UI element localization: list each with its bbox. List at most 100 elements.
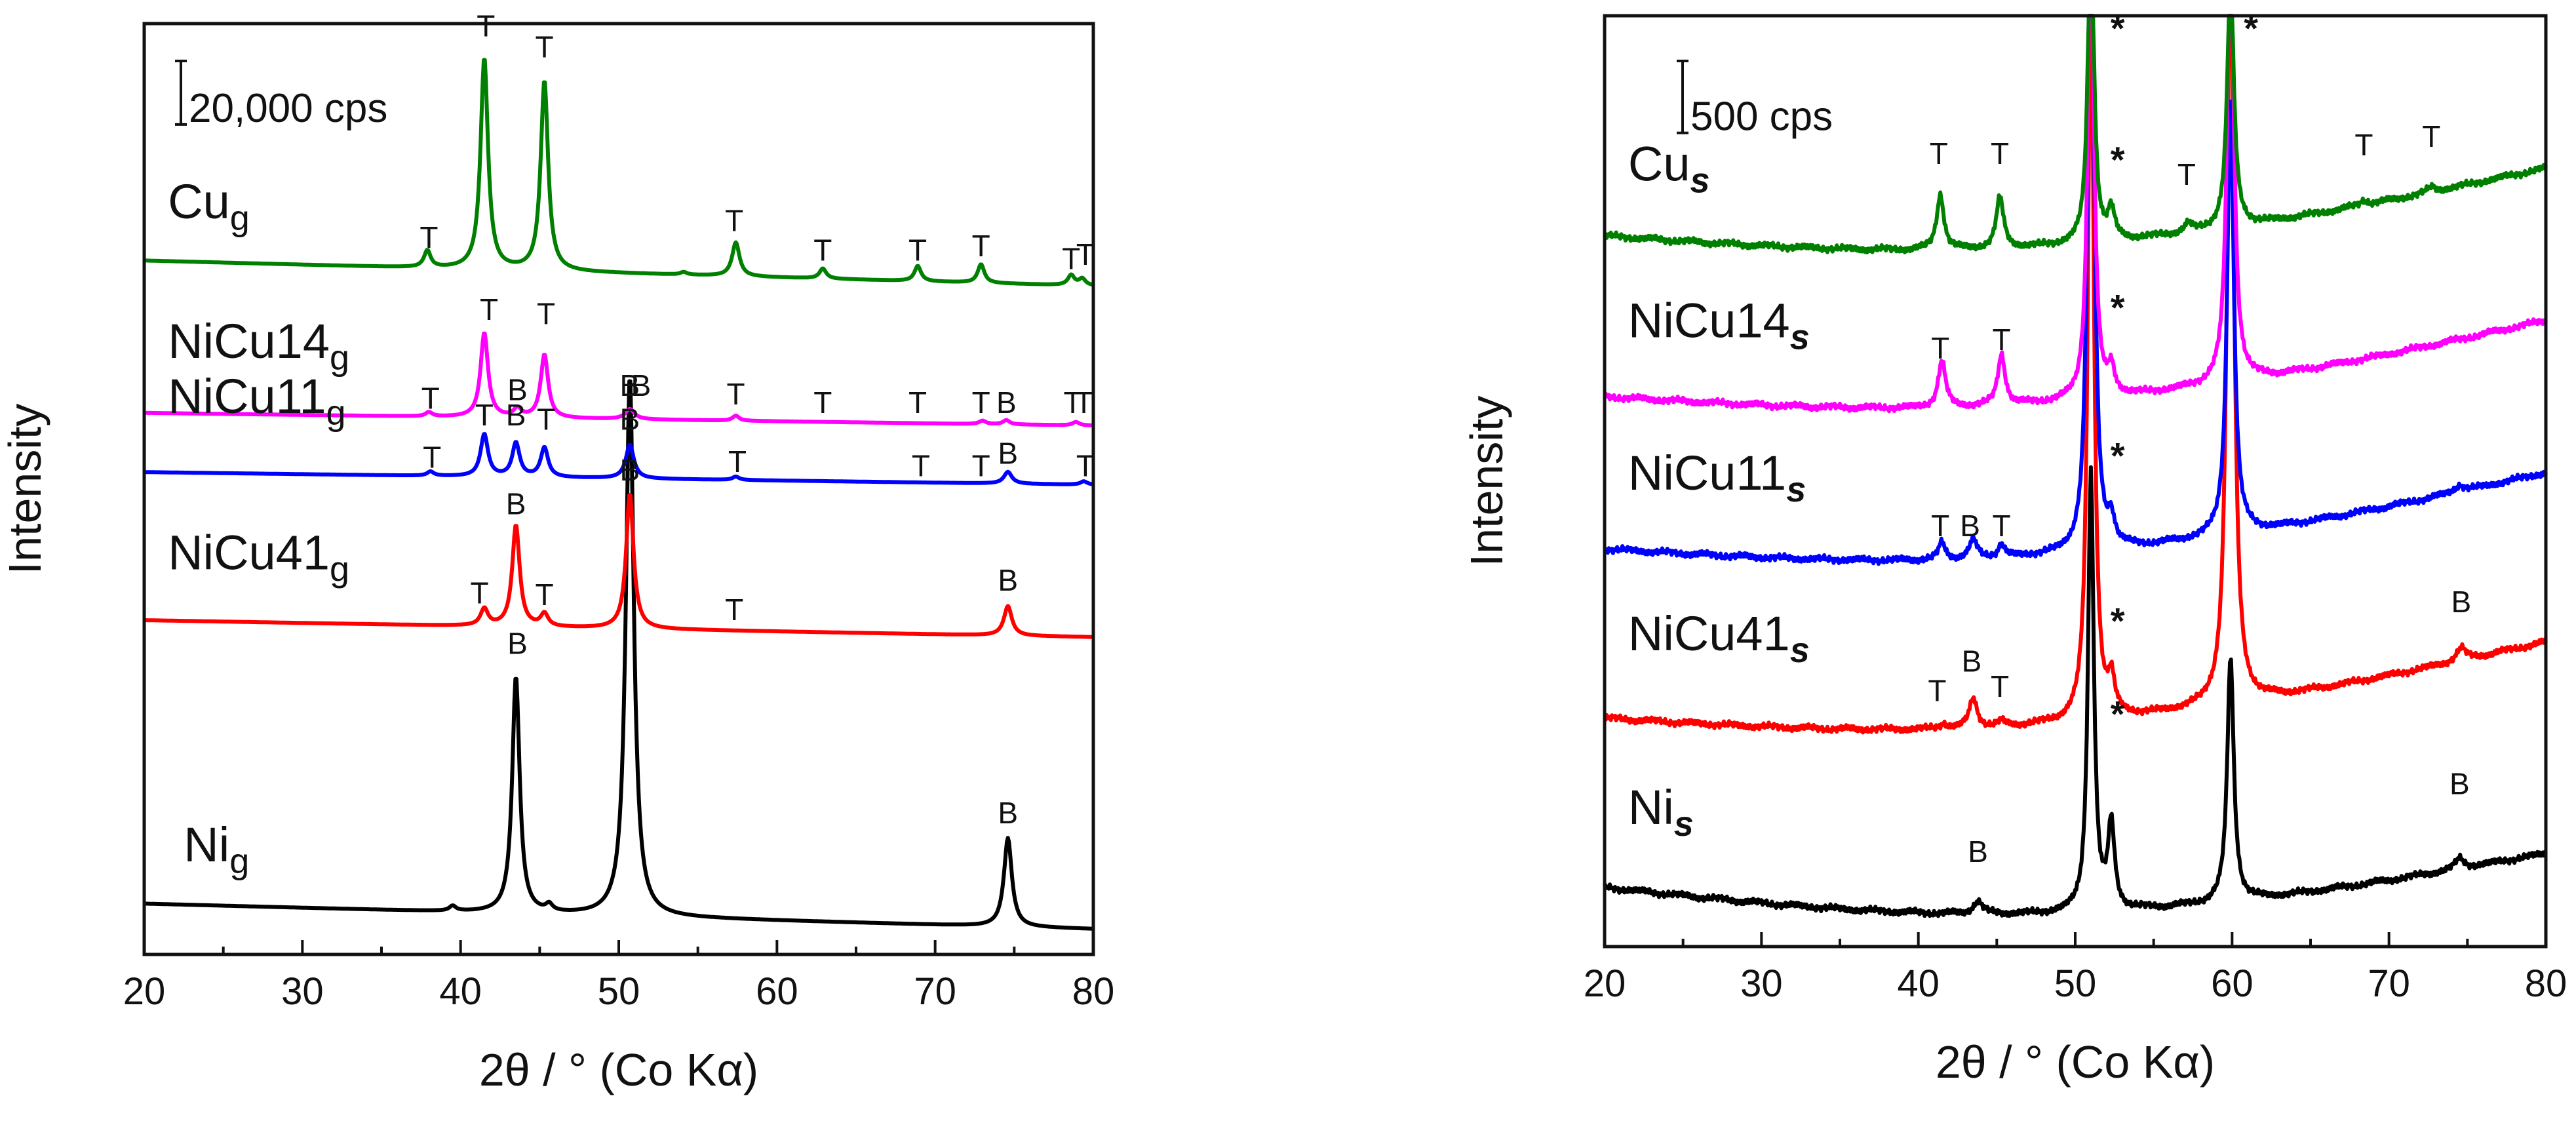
peak-label-cu-s: T <box>2177 157 2196 191</box>
peak-label-ni-s: B <box>1968 834 1988 869</box>
x-tick-label: 20 <box>1584 962 1626 1005</box>
peak-label-cu-g: T <box>536 30 554 64</box>
peak-label-nicu14-g: T <box>727 377 745 411</box>
peak-label-cu-g: T <box>1076 237 1095 271</box>
peak-label-nicu14-g: T <box>480 292 498 326</box>
sample-label-cu: Cug <box>168 174 250 238</box>
sample-label-nicu11: NiCu11s <box>1628 446 1806 509</box>
sample-label-cu: Cus <box>1628 137 1710 201</box>
peak-label-nicu11-s: T <box>1992 509 2010 543</box>
sample-label-name: NiCu14 <box>168 314 330 368</box>
peak-label-nicu41-g: B <box>506 487 526 521</box>
sample-label-ni: Nig <box>184 817 249 881</box>
sample-label-subscript: g <box>330 338 349 378</box>
peak-label-nicu41-g: T <box>471 576 489 610</box>
left-scale-bar-line <box>175 60 187 126</box>
sample-label-nicu41: NiCu41s <box>1628 606 1810 670</box>
peak-label-ni-g: B <box>507 627 528 661</box>
sample-label-subscript: s <box>1674 804 1694 844</box>
peak-label-cu-s: T <box>1930 136 1948 170</box>
peak-label-ni-g: B <box>631 368 651 402</box>
x-tick-label: 50 <box>598 970 640 1013</box>
peak-label-ni-s: * <box>2111 693 2125 734</box>
peak-label-nicu11-g: T <box>972 449 990 483</box>
peak-label-nicu14-g: T <box>1064 385 1082 420</box>
series-line-cu-s <box>1603 14 2548 255</box>
sample-label-nicu14: NiCu14g <box>168 314 349 378</box>
peak-label-cu-g: T <box>477 9 495 43</box>
peak-label-nicu14-g: T <box>537 296 555 330</box>
left-scale-bar-label: 20,000 cps <box>189 86 387 131</box>
peak-label-cu-s: * <box>2111 139 2125 180</box>
peak-label-nicu41-s: B <box>1962 644 1982 678</box>
peak-label-cu-g: T <box>725 203 743 237</box>
left-x-ticks: 20 30 40 50 60 70 80 <box>123 940 1115 1013</box>
peak-label-cu-g: T <box>1062 241 1080 275</box>
peak-label-nicu41-g: T <box>725 593 743 627</box>
sample-label-subscript: s <box>1786 470 1806 509</box>
series-line-nicu14-s <box>1603 14 2548 414</box>
peak-label-nicu14-g: B <box>996 385 1017 420</box>
peak-label-cu-g: T <box>908 233 927 267</box>
peak-label-nicu11-g: T <box>912 449 930 483</box>
x-tick-label: 80 <box>1072 970 1115 1013</box>
peak-label-nicu14-g: T <box>421 381 440 415</box>
peak-label-nicu14-g: T <box>813 385 832 420</box>
peak-label-cu-s: T <box>1991 136 2009 170</box>
series-line-nicu41-s <box>1603 14 2548 735</box>
left-scale-bar: 20,000 cps <box>175 60 387 131</box>
peak-label-cu-s: T <box>2422 119 2440 153</box>
peak-label-nicu41-s: B <box>2451 585 2471 619</box>
sample-label-name: NiCu11 <box>1628 446 1786 500</box>
peak-label-nicu14-g: T <box>1074 385 1093 420</box>
x-tick-label: 20 <box>123 970 166 1013</box>
sample-label-nicu11: NiCu11g <box>168 369 345 433</box>
series-line-ni-s <box>1603 465 2548 918</box>
sample-label-subscript: s <box>1790 318 1810 357</box>
peak-label-nicu11-g: T <box>423 441 441 475</box>
sample-label-nicu41: NiCu41g <box>168 526 349 589</box>
sample-label-name: NiCu41 <box>168 526 330 580</box>
right-scale-bar: 500 cps <box>1677 60 1833 140</box>
x-tick-label: 30 <box>281 970 324 1013</box>
x-tick-label: 40 <box>1897 962 1940 1005</box>
peak-label-nicu11-g: B <box>620 402 640 437</box>
sample-label-subscript: g <box>229 842 249 881</box>
left-y-axis-title: Intensity <box>0 404 50 575</box>
peak-label-nicu14-s: T <box>1992 323 2010 357</box>
peak-label-cu-g: T <box>420 220 438 254</box>
peak-label-nicu11-g: B <box>506 398 526 432</box>
peak-label-nicu41-s: * <box>2111 600 2125 641</box>
right-scale-bar-label: 500 cps <box>1690 94 1833 140</box>
peak-label-nicu14-s: * <box>2111 287 2125 328</box>
x-tick-label: 70 <box>914 970 956 1013</box>
series-line-nicu14-g <box>143 331 1095 427</box>
sample-label-name: NiCu14 <box>1628 294 1790 348</box>
right-x-axis-title: 2θ / ° (Co Kα) <box>1936 1036 2215 1088</box>
peak-label-nicu14-s: T <box>1931 331 1949 365</box>
peak-label-nicu11-g: T <box>475 398 494 432</box>
sample-label-name: NiCu41 <box>1628 606 1790 661</box>
series-line-ni-g <box>143 379 1095 931</box>
sample-label-subscript: g <box>330 550 349 589</box>
x-tick-label: 60 <box>756 970 798 1013</box>
right-series-layer <box>1603 14 2548 918</box>
sample-label-nicu14: NiCu14s <box>1628 294 1810 357</box>
peak-label-cu-s: T <box>2354 128 2373 162</box>
series-line-cu-g <box>143 58 1095 287</box>
peak-label-nicu11-s: T <box>1931 509 1949 543</box>
x-tick-label: 50 <box>2054 962 2097 1005</box>
peak-label-cu-g: T <box>813 233 832 267</box>
sample-label-subscript: s <box>1690 161 1710 201</box>
sample-label-name: NiCu11 <box>168 369 326 423</box>
x-tick-label: 40 <box>439 970 482 1013</box>
sample-label-subscript: s <box>1790 631 1810 670</box>
sample-label-subscript: g <box>326 393 345 433</box>
sample-label-name: Ni <box>1628 780 1674 834</box>
series-line-nicu11-s <box>1603 14 2548 566</box>
